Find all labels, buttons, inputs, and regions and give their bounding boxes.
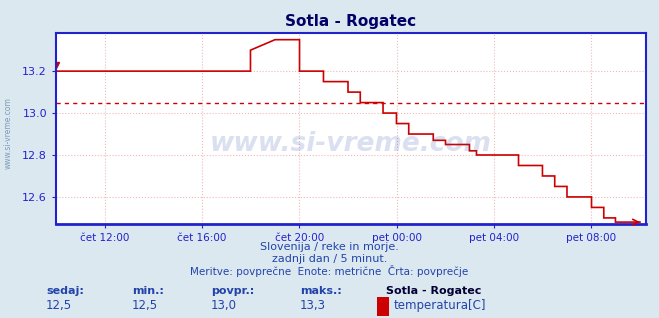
Text: sedaj:: sedaj: (46, 286, 84, 296)
Text: 12,5: 12,5 (132, 299, 158, 312)
Title: Sotla - Rogatec: Sotla - Rogatec (285, 14, 416, 30)
Text: 13,3: 13,3 (300, 299, 326, 312)
Text: www.si-vreme.com: www.si-vreme.com (210, 131, 492, 157)
Text: Slovenija / reke in morje.: Slovenija / reke in morje. (260, 242, 399, 252)
Text: maks.:: maks.: (300, 286, 341, 296)
Text: povpr.:: povpr.: (211, 286, 254, 296)
Text: min.:: min.: (132, 286, 163, 296)
Text: www.si-vreme.com: www.si-vreme.com (4, 98, 13, 169)
Text: 12,5: 12,5 (46, 299, 72, 312)
Text: zadnji dan / 5 minut.: zadnji dan / 5 minut. (272, 254, 387, 264)
Text: 13,0: 13,0 (211, 299, 237, 312)
Text: temperatura[C]: temperatura[C] (394, 299, 486, 312)
Text: Sotla - Rogatec: Sotla - Rogatec (386, 286, 481, 296)
Text: Meritve: povprečne  Enote: metrične  Črta: povprečje: Meritve: povprečne Enote: metrične Črta:… (190, 265, 469, 277)
